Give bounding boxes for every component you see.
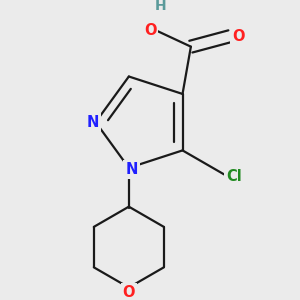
Text: O: O	[123, 285, 135, 300]
Text: N: N	[87, 115, 99, 130]
Text: N: N	[125, 162, 138, 177]
Text: Cl: Cl	[226, 169, 242, 184]
Text: O: O	[232, 29, 245, 44]
Text: H: H	[154, 0, 166, 13]
Text: O: O	[144, 23, 156, 38]
